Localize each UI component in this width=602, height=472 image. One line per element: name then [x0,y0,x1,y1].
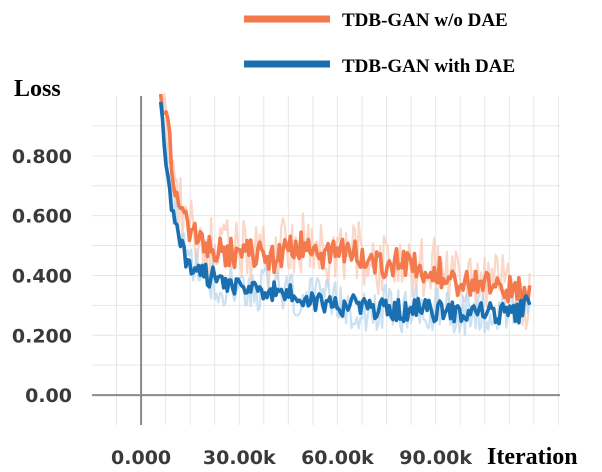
y-tick-label: 0.400 [12,265,72,287]
legend-label-wo-dae: TDB-GAN w/o DAE [342,10,508,31]
smoothed-line-series-2 [158,101,532,326]
legend-label-with-dae: TDB-GAN with DAE [342,56,515,77]
grid [92,96,560,425]
y-tick-label: 0.600 [12,206,72,228]
y-tick-label: 0.00 [25,385,72,407]
y-tick-label: 0.200 [12,325,72,347]
raw-series-layer [159,92,531,336]
smoothed-line-series-1 [158,93,532,308]
y-axis-title: Loss [14,76,61,102]
x-tick-label: 0.000 [111,447,171,469]
x-tick-label: 30.00k [203,447,276,469]
x-axis-title: Iteration [487,444,578,470]
tick-labels: 0.00 0.200 0.400 0.600 0.800 0.000 30.00k 60.00… [12,146,472,469]
smoothed-series-layer [158,93,532,326]
raw-line-series-2 [159,96,531,336]
y-tick-label: 0.800 [12,146,72,168]
x-tick-label: 60.00k [301,447,374,469]
legend: TDB-GAN w/o DAE TDB-GAN with DAE [244,10,515,77]
x-tick-label: 90.00k [399,447,472,469]
